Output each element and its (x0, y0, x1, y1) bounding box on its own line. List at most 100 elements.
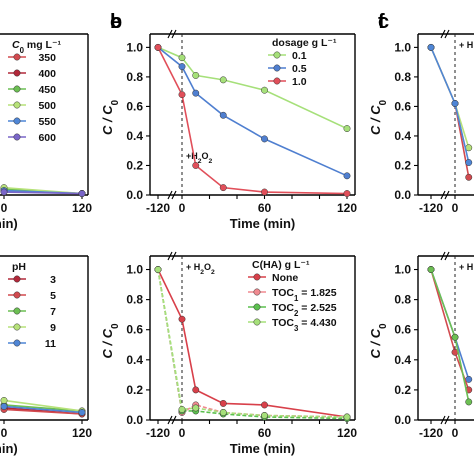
legend-label-e: TOC1 = 1.825 (272, 287, 337, 303)
axis-break-top-c (444, 29, 450, 39)
series-line-d-9 (3, 399, 83, 412)
axis-break-top-f (444, 251, 450, 261)
legend-title-a: C0 mg L⁻¹ (12, 39, 62, 55)
data-point-e-TOC3 = 4.430 (343, 413, 351, 421)
data-point-c-2 (427, 43, 435, 51)
series-line-b-0.5 (157, 46, 348, 177)
data-point-b-0.5 (178, 63, 186, 71)
data-point-e-TOC3 = 4.430 (261, 412, 268, 419)
legend-swatch-marker-a (13, 101, 21, 109)
x-tick-label-e: -120 (146, 426, 170, 440)
data-point-b-0.5 (343, 172, 351, 180)
annotation-f: + H (459, 262, 473, 272)
legend-swatch-marker-a (13, 69, 21, 77)
x-axis-label-b: Time (min) (230, 216, 296, 231)
legend-swatch-marker-b (273, 51, 281, 59)
data-point-e-TOC3 = 4.430 (219, 409, 227, 416)
x-axis-label-a: min) (0, 216, 18, 231)
legend-label-d: 7 (50, 306, 56, 318)
x-tick-label-b: 120 (337, 201, 357, 215)
legend-swatch-marker-d (13, 339, 21, 347)
panel-label-e: e (110, 11, 121, 33)
annotation-c: + H (459, 40, 473, 50)
x-tick-label-f: -120 (419, 426, 443, 440)
y-tick-label-c: 0.0 (394, 188, 411, 202)
legend-label-b: 0.5 (292, 63, 307, 75)
y-tick-label-f: 0.6 (394, 323, 411, 337)
series-line-d-11 (3, 405, 83, 414)
data-point-e-TOC3 = 4.430 (154, 266, 162, 273)
legend-title-d: pH (12, 261, 26, 273)
x-tick-label-b: 60 (258, 201, 272, 215)
y-axis-label-c: C / C0 (368, 99, 389, 135)
data-point-b-1.0 (343, 190, 351, 197)
y-tick-label-f: 0.2 (394, 383, 411, 397)
legend-label-d: 11 (45, 338, 56, 350)
legend-swatch-marker-a (13, 85, 21, 93)
panel-label-f: f (378, 11, 385, 33)
data-point-f-2 (427, 266, 435, 273)
data-point-f-2 (465, 398, 473, 406)
axis-break-top-b (171, 29, 177, 39)
data-point-b-0.5 (219, 111, 227, 119)
data-point-d-11 (0, 403, 8, 410)
legend-label-a: 500 (38, 100, 56, 112)
x-tick-label-e: 60 (258, 426, 272, 440)
y-tick-label-e: 0.6 (126, 323, 143, 337)
legend-swatch-marker-a (13, 53, 21, 61)
data-point-b-1.0 (192, 162, 200, 169)
legend-swatch-marker-a (13, 117, 21, 125)
data-point-a-600 (0, 188, 8, 196)
panel-e: e 0.0 0.2 0.4 0.6 0.8 1.0 C / C0 -120 0 60 120 Time … (100, 11, 357, 456)
y-axis-label-f: C / C0 (368, 323, 389, 359)
legend-swatch-marker-b (273, 64, 281, 72)
annotation-e: + H2O2 (186, 262, 215, 276)
legend-label-a: 400 (38, 68, 56, 80)
data-point-e-None (192, 386, 200, 394)
data-point-e-None (261, 401, 268, 409)
y-tick-label-c: 0.6 (394, 99, 411, 113)
series-line-e-TOC3 = 4.430 (157, 269, 348, 418)
axis-break-top-b (167, 29, 173, 39)
x-tick-label-e: 0 (179, 426, 186, 440)
legend-swatch-marker-d (13, 307, 21, 315)
axis-break-bottom-b (167, 190, 173, 200)
legend-label-e: None (272, 272, 298, 284)
panel-f: f 0.0 0.2 0.4 0.6 0.8 1.0 C / C0 -120 0 + H (368, 11, 474, 440)
legend-label-a: 550 (38, 116, 56, 128)
axis-break-top-f (440, 251, 446, 261)
legend-swatch-marker-d (13, 323, 21, 331)
x-tick-label-a: 0 (1, 201, 8, 215)
panel-label-c: c (378, 11, 389, 33)
x-tick-label-c: 0 (452, 201, 459, 215)
data-point-b-1.0 (219, 184, 227, 192)
x-tick-label-e: 120 (337, 426, 357, 440)
legend-label-e: TOC3 = 4.430 (272, 317, 337, 333)
data-point-e-TOC3 = 4.430 (178, 406, 186, 413)
axis-break-bottom-f (444, 415, 450, 425)
x-tick-label-d: 120 (72, 426, 92, 440)
series-line-d-5 (3, 408, 83, 415)
data-point-c-2 (451, 100, 459, 107)
data-point-a-600 (78, 190, 86, 197)
data-point-e-None (219, 399, 227, 407)
y-tick-label-c: 1.0 (394, 40, 411, 54)
data-point-b-0.1 (261, 86, 268, 94)
data-point-d-11 (78, 409, 86, 416)
series-line-a-600 (3, 191, 83, 195)
legend-label-b: 0.1 (292, 50, 307, 62)
x-tick-label-b: -120 (146, 201, 170, 215)
legend-label-a: 600 (38, 132, 56, 144)
series-line-e-None (157, 269, 348, 418)
annotation-b: +H2O2 (186, 151, 213, 165)
legend-swatch-marker-e (253, 288, 261, 296)
legend-swatch-marker-d (13, 291, 21, 299)
x-tick-label-f: 0 (452, 426, 459, 440)
x-axis-label-e: Time (min) (230, 441, 296, 456)
y-tick-label-e: 1.0 (126, 263, 143, 277)
axis-break-bottom-c (440, 190, 446, 200)
legend-label-e: TOC2 = 2.525 (272, 302, 337, 318)
data-point-c-0 (465, 173, 473, 181)
data-point-b-0.5 (192, 89, 200, 97)
